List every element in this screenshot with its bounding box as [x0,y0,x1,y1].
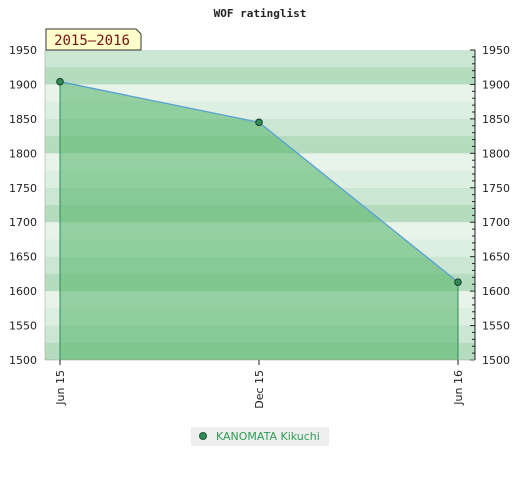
y-tick-label-left: 1600 [9,285,37,298]
y-tick-label-right: 1900 [482,78,510,91]
y-tick-label-left: 1550 [9,320,37,333]
series-area-layer [56,77,462,360]
y-tick-label-left: 1650 [9,251,37,264]
period-badge-label: 2015–2016 [54,33,130,49]
y-tick-label-left: 1750 [9,182,37,195]
x-tick-label: Jun 15 [54,370,67,406]
chart-title: WOF ratinglist [214,7,307,20]
y-tick-label-right: 1800 [482,147,510,160]
y-tick-label-right: 1950 [482,44,510,57]
y-tick-label-right: 1500 [482,354,510,367]
y-tick-label-right: 1600 [482,285,510,298]
data-point[interactable] [454,278,462,286]
y-axis-right: 1500 1550 1600 1650 1700 1750 1800 1850 1900 1950 [470,44,510,367]
period-badge-box [45,28,142,51]
y-axis-left: 1500 1550 1600 1650 1700 1750 1800 1850 1900 1950 [9,44,46,367]
y-tick-label-left: 1850 [9,113,37,126]
y-tick-label-right: 1550 [482,320,510,333]
grid-band-stripe [45,50,475,68]
y-tick-label-left: 1900 [9,78,37,91]
period-badge: 2015–2016 [45,28,142,51]
legend-series-label: KANOMATA Kikuchi [216,430,320,443]
y-tick-label-right: 1850 [482,113,510,126]
y-tick-label-left: 1950 [9,44,37,57]
legend-box [191,427,329,446]
x-tick-label: Jun 16 [452,370,465,406]
legend-marker-icon [199,432,207,440]
data-point[interactable] [255,118,263,127]
x-axis: Jun 15 Dec 15 Jun 16 [45,359,475,409]
y-tick-label-right: 1650 [482,251,510,264]
y-tick-label-left: 1800 [9,147,37,160]
y-tick-label-right: 1700 [482,216,510,229]
data-point[interactable] [56,77,64,86]
y-tick-label-left: 1500 [9,354,37,367]
y-tick-label-right: 1750 [482,182,510,195]
x-tick-label: Dec 15 [253,370,266,409]
series-area [60,81,458,360]
legend[interactable]: KANOMATA Kikuchi [191,427,329,446]
y-tick-label-left: 1700 [9,216,37,229]
grid-band-stripe [45,84,475,102]
